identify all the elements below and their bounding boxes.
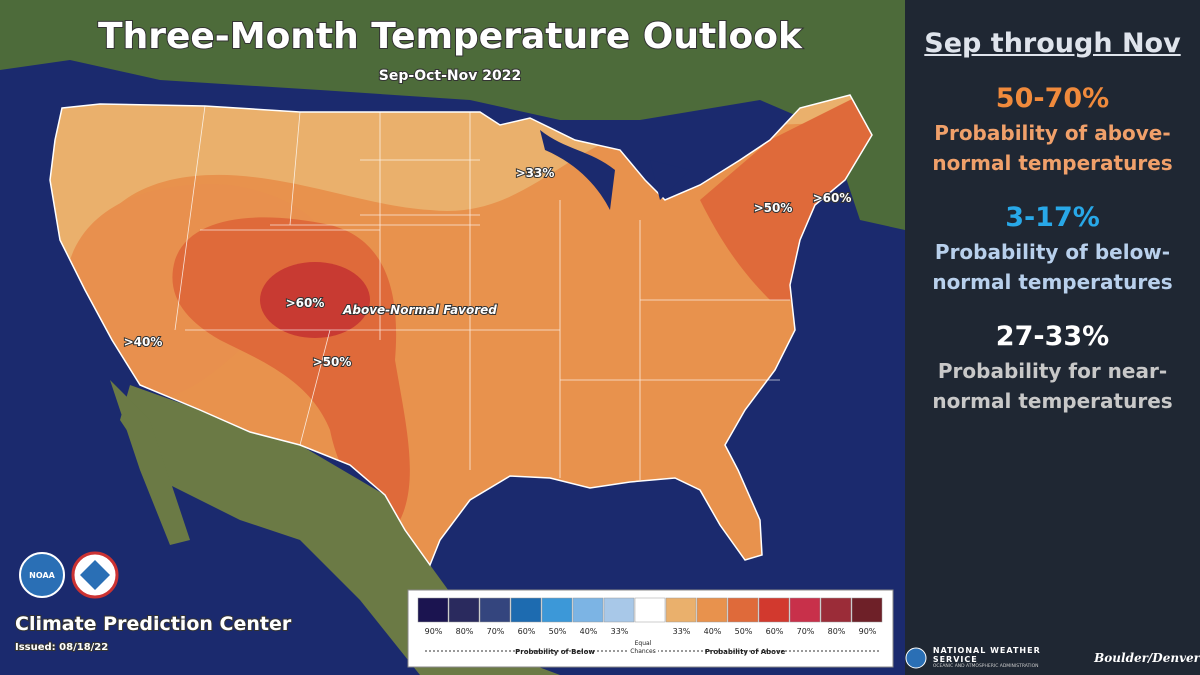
- state-lines: [174, 105, 790, 480]
- zone-label: >50%: [313, 355, 352, 369]
- legend-swatch: [603, 597, 635, 623]
- legend-tick: 33%: [673, 627, 691, 636]
- zone-33-40: [50, 95, 872, 300]
- legend: Probability of Below Equal Chances Proba…: [407, 589, 894, 668]
- office: Boulder/Denver: [1094, 650, 1200, 665]
- us-outline: [49, 94, 873, 567]
- legend-swatch: [727, 597, 759, 623]
- legend-tick: 70%: [797, 627, 815, 636]
- agency-sub: OCEANIC AND ATMOSPHERIC ADMINISTRATION: [932, 664, 1039, 669]
- zone-label: >40%: [124, 335, 163, 349]
- canada: [0, 0, 905, 230]
- baja: [110, 380, 190, 545]
- noaa-logo-text: NOAA: [29, 571, 55, 580]
- zone-60-70: [260, 262, 370, 338]
- agency-block: NATIONAL WEATHER SERVICE OCEANIC AND ATM…: [933, 646, 1088, 669]
- legend-tick: 60%: [766, 627, 784, 636]
- nws-logo-mark: [80, 560, 110, 590]
- noaa-footer-logo: [905, 647, 927, 668]
- legend-swatch: [820, 597, 852, 623]
- map-annotation: Above-Normal Favored: [342, 303, 497, 317]
- legend-tick: 80%: [456, 627, 474, 636]
- legend-swatch: [634, 597, 666, 623]
- legend-swatch: [541, 597, 573, 623]
- legend-swatch: [572, 597, 604, 623]
- legend-swatch: [417, 597, 449, 623]
- zone-label: >33%: [516, 166, 555, 180]
- legend-swatch: [510, 597, 542, 623]
- issued-date: Issued: 08/18/22: [15, 642, 108, 653]
- legend-tick: 90%: [859, 627, 877, 636]
- panel-heading: Sep through Nov: [924, 28, 1181, 59]
- description: Probability of below-normal temperatures: [932, 240, 1173, 294]
- legend-swatch: [448, 597, 480, 623]
- zone-label: >60%: [813, 191, 852, 205]
- description: Probability for near-normal temperatures: [932, 359, 1173, 413]
- legend-tick: 50%: [549, 627, 567, 636]
- legend-below: Probability of Below: [515, 648, 595, 656]
- legend-equal: Equal Chances: [628, 640, 658, 656]
- legend-equal-box: Equal Chances: [628, 640, 658, 656]
- zone-label: >50%: [754, 201, 793, 215]
- great-lakes: [540, 130, 690, 210]
- agency: NATIONAL WEATHER SERVICE: [932, 646, 1041, 664]
- legend-tick: 40%: [704, 627, 722, 636]
- legend-swatch: [479, 597, 511, 623]
- range: 50-70%: [995, 83, 1110, 114]
- footer: NATIONAL WEATHER SERVICE OCEANIC AND ATM…: [905, 640, 1200, 675]
- map-title: Three-Month Temperature Outlook: [98, 16, 803, 57]
- description: Probability of above-normal temperatures: [932, 121, 1173, 175]
- map-subtitle: Sep-Oct-Nov 2022: [379, 68, 521, 84]
- legend-swatch: [758, 597, 790, 623]
- legend-tick: 60%: [518, 627, 536, 636]
- legend-tick: 80%: [828, 627, 846, 636]
- map: Three-Month Temperature Outlook Sep-Oct-…: [0, 0, 905, 675]
- legend-above: Probability of Above: [705, 648, 786, 656]
- range: 27-33%: [995, 321, 1110, 352]
- legend-tick: 70%: [487, 627, 505, 636]
- legend-swatch: [789, 597, 821, 623]
- legend-tick: 33%: [611, 627, 629, 636]
- noaa-logo: [19, 552, 65, 598]
- legend-tick: 50%: [735, 627, 753, 636]
- side-panel: Sep through Nov 50-70% Probability of ab…: [905, 0, 1200, 675]
- center-name: Climate Prediction Center: [15, 613, 292, 635]
- legend-swatch: [696, 597, 728, 623]
- legend-tick: 40%: [580, 627, 598, 636]
- legend-tick: 90%: [425, 627, 443, 636]
- range: 3-17%: [1005, 202, 1100, 233]
- legend-swatch: [851, 597, 883, 623]
- legend-swatch: [665, 597, 697, 623]
- zone-label: >60%: [286, 296, 325, 310]
